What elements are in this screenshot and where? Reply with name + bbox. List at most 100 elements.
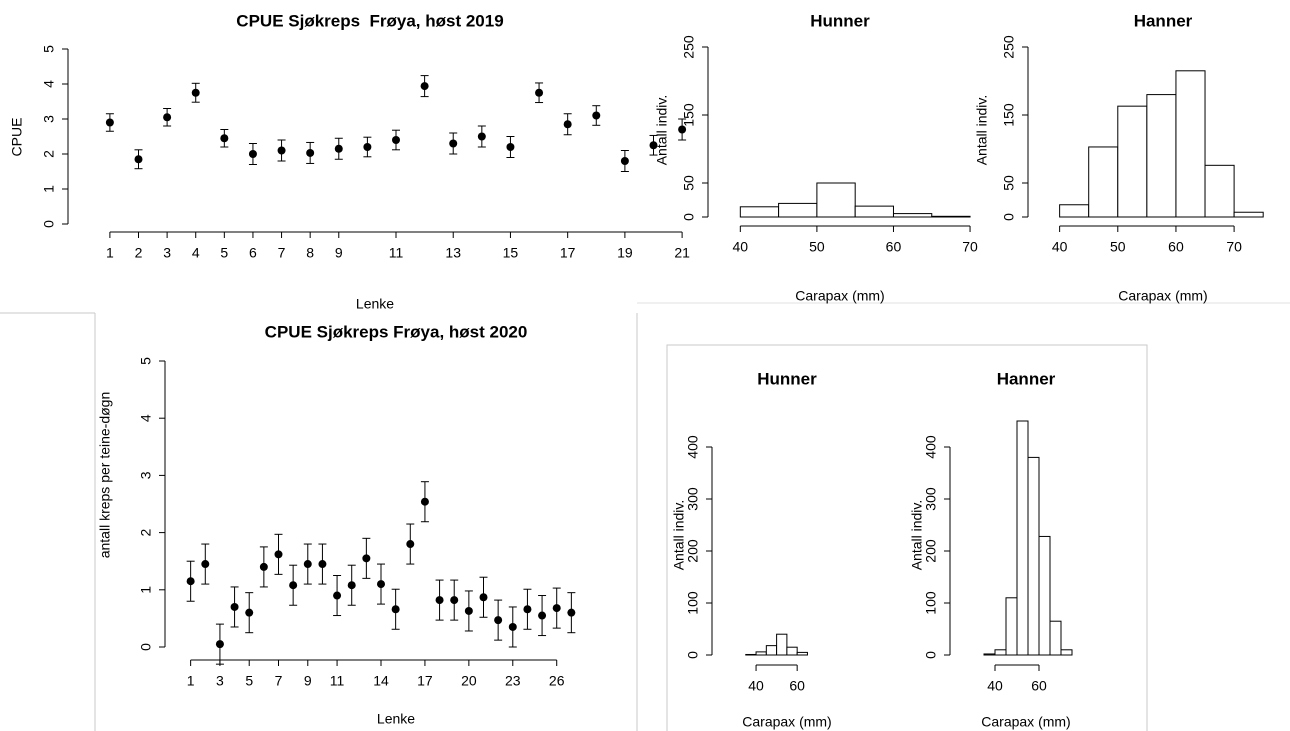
histogram-bar (745, 653, 757, 656)
y-tick-label: 100 (685, 591, 701, 615)
x-tick-label: 5 (245, 673, 253, 689)
y-tick-label: 5 (138, 357, 154, 365)
histogram-bar (994, 649, 1007, 656)
point (535, 88, 544, 97)
y-tick-label: 2 (138, 528, 154, 536)
x-tick-label: 17 (417, 673, 433, 689)
y-tick-label: 1 (41, 185, 57, 193)
x-tick-label: 40 (987, 678, 1003, 694)
x-axis-label: Carapax (mm) (981, 714, 1070, 730)
x-tick-label: 17 (560, 245, 576, 261)
x-tick-label: 50 (1110, 239, 1126, 255)
y-tick-label: 150 (1001, 103, 1017, 127)
x-axis-label: Carapax (mm) (742, 714, 831, 730)
x-tick-label: 9 (335, 245, 343, 261)
x-tick-label: 8 (306, 245, 314, 261)
x-tick-label: 60 (886, 239, 902, 255)
x-tick-label: 23 (505, 673, 521, 689)
chart-title: Hanner (1134, 11, 1193, 30)
x-tick-label: 70 (962, 239, 978, 255)
histogram-bar (796, 651, 808, 656)
y-tick-label: 3 (138, 471, 154, 479)
y-axis-label: Antall indiv. (974, 95, 990, 166)
point (523, 605, 532, 614)
chart-title: Hanner (997, 369, 1056, 388)
y-tick-label: 50 (1001, 175, 1017, 191)
y-tick-label: 50 (681, 175, 697, 191)
point (220, 134, 229, 143)
point (392, 136, 400, 144)
point (277, 146, 286, 155)
x-tick-label: 60 (789, 678, 805, 694)
point (494, 616, 503, 625)
point (333, 591, 342, 600)
histogram-bar (786, 646, 798, 656)
point (230, 602, 239, 611)
y-tick-label: 400 (685, 435, 701, 459)
point (347, 581, 356, 590)
x-tick-label: 3 (216, 673, 224, 689)
histogram-bar (1059, 204, 1090, 218)
y-tick-label: 0 (681, 213, 697, 221)
x-tick-label: 2 (135, 245, 143, 261)
chart-title: CPUE Sjøkreps Frøya, høst 2019 (236, 11, 503, 30)
point (362, 554, 371, 563)
y-tick-label: 4 (41, 80, 57, 88)
histogram-bar (776, 633, 788, 656)
point (201, 560, 210, 569)
point (464, 606, 473, 615)
histogram-bar (1060, 649, 1073, 656)
histogram-bar (816, 182, 856, 218)
point (318, 560, 327, 569)
point (538, 611, 547, 620)
y-tick-label: 0 (1001, 213, 1017, 221)
y-tick-label: 300 (685, 487, 701, 511)
point (274, 550, 283, 559)
y-tick-label: 250 (681, 35, 697, 59)
point (449, 139, 458, 148)
point (363, 143, 372, 151)
point (450, 596, 459, 605)
y-tick-label: 1 (138, 586, 154, 594)
y-tick-label: 0 (685, 651, 701, 659)
x-tick-label: 7 (278, 245, 286, 261)
point (245, 608, 254, 617)
point (334, 144, 343, 153)
point (567, 608, 576, 617)
y-axis-label: Antall indiv. (654, 95, 670, 166)
x-tick-label: 3 (163, 245, 171, 261)
x-tick-label: 11 (389, 245, 404, 261)
histogram-bar (1049, 620, 1062, 656)
x-tick-label: 13 (445, 245, 461, 261)
y-tick-label: 100 (923, 591, 939, 615)
x-tick-label: 11 (330, 673, 345, 689)
histogram-bar (1016, 420, 1029, 656)
x-tick-label: 20 (461, 673, 477, 689)
point (552, 604, 561, 613)
y-tick-label: 0 (138, 643, 154, 651)
x-tick-label: 4 (192, 245, 200, 261)
point (506, 143, 515, 151)
histogram-bar (755, 651, 767, 656)
point (306, 148, 315, 157)
x-tick-label: 50 (809, 239, 825, 255)
point (105, 118, 114, 127)
x-tick-label: 70 (1226, 239, 1242, 255)
x-tick-label: 60 (1168, 239, 1184, 255)
histogram-bar (1027, 456, 1040, 656)
point (479, 593, 488, 602)
y-axis-label: antall kreps per teine-døgn (97, 392, 113, 559)
point (406, 540, 415, 549)
x-tick-label: 9 (304, 673, 312, 689)
x-axis-label: Carapax (mm) (795, 288, 884, 304)
y-tick-label: 250 (1001, 35, 1017, 59)
y-tick-label: 2 (41, 150, 57, 158)
x-axis-label: Carapax (mm) (1118, 288, 1207, 304)
y-axis-label: Antall indiv. (671, 500, 687, 571)
y-axis-label: CPUE (9, 118, 25, 157)
histogram-bar (1038, 535, 1051, 656)
point (248, 150, 257, 158)
point (435, 596, 444, 605)
